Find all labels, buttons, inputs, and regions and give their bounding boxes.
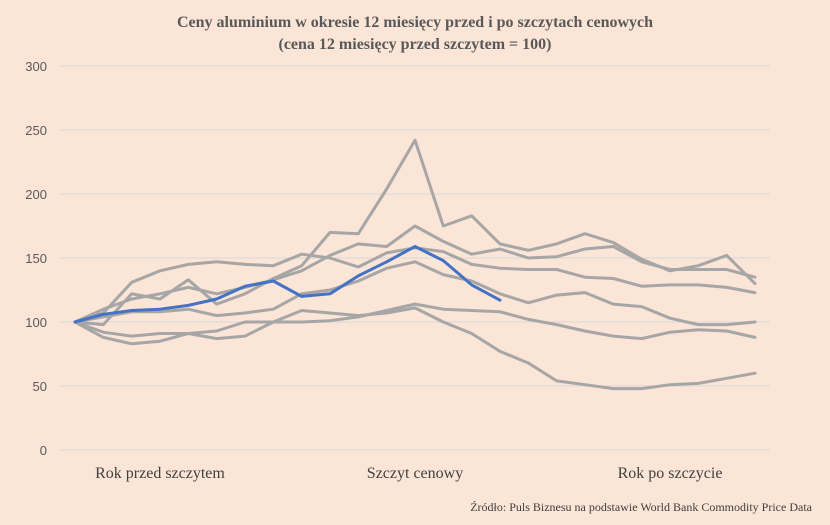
y-tick-label: 150 [25,251,47,266]
x-category-label: Szczyt cenowy [367,465,463,482]
chart-title: Ceny aluminium w okresie 12 miesięcy prz… [0,12,830,56]
series-line [73,138,757,327]
y-axis-tick-labels: 0 50 100 150 200 250 300 [25,59,47,458]
y-tick-label: 0 [40,443,47,458]
x-category-label: Rok po szczycie [618,465,723,482]
x-axis-category-labels: Rok przed szczytem Szczyt cenowy Rok po sz… [95,465,722,482]
series-line [73,260,757,327]
x-category-label: Rok przed szczytem [95,465,225,482]
series-line-highlight [73,245,502,324]
y-tick-label: 50 [33,379,47,394]
series-line [73,306,757,391]
series-line [73,224,757,324]
source-note: Źródło: Puls Biznesu na podstawie World … [470,500,812,514]
gridlines [60,65,770,451]
y-tick-label: 250 [25,123,47,138]
y-tick-label: 100 [25,315,47,330]
y-tick-label: 200 [25,187,47,202]
chart-subtitle-line: (cena 12 miesięcy przed szczytem = 100) [278,36,552,53]
y-tick-label: 300 [25,59,47,74]
series-lines [73,138,757,391]
chart-title-line: Ceny aluminium w okresie 12 miesięcy prz… [176,14,654,31]
series-line [73,302,757,346]
